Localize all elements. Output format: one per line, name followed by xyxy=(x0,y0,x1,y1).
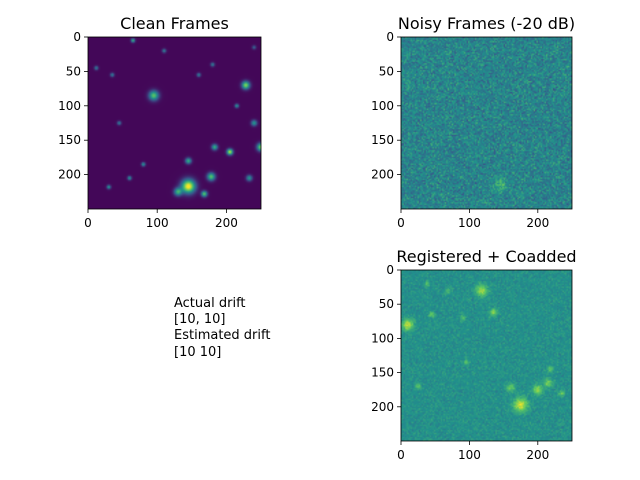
x-tick-label: 200 xyxy=(526,216,549,230)
x-tick-label: 100 xyxy=(458,216,481,230)
x-tick-label: 100 xyxy=(146,216,169,230)
heatmap-image xyxy=(88,37,261,209)
y-tick-label: 100 xyxy=(371,331,394,345)
y-tick-label: 100 xyxy=(371,99,394,113)
panel-2: Noisy Frames (-20 dB) 0 100 200 0 50 100 150 200 xyxy=(371,14,575,230)
y-tick-label: 150 xyxy=(371,133,394,147)
y-tick-label: 0 xyxy=(73,30,81,44)
panel-title: Registered + Coadded xyxy=(396,247,576,266)
note-line-4: [10 10] xyxy=(174,345,221,360)
x-tick-label: 0 xyxy=(397,216,405,230)
x-tick-label: 0 xyxy=(397,448,405,462)
y-tick-label: 200 xyxy=(371,400,394,414)
y-tick-label: 50 xyxy=(66,64,81,78)
x-tick-label: 100 xyxy=(458,448,481,462)
y-tick-label: 150 xyxy=(371,366,394,380)
note-line-1: Actual drift xyxy=(174,296,246,311)
note-line-3: Estimated drift xyxy=(174,328,270,343)
x-tick-label: 200 xyxy=(215,216,238,230)
y-tick-label: 100 xyxy=(58,99,81,113)
y-tick-label: 50 xyxy=(379,297,394,311)
heatmap-image xyxy=(401,37,572,209)
x-tick-label: 0 xyxy=(84,216,92,230)
axes-frame xyxy=(400,269,573,442)
panel-1: Clean Frames 0 100 200 0 50 100 150 200 xyxy=(58,14,262,230)
y-tick-label: 200 xyxy=(371,168,394,182)
panel-title: Clean Frames xyxy=(120,14,229,33)
axes-frame xyxy=(400,36,573,210)
y-tick-label: 150 xyxy=(58,133,81,147)
x-tick-label: 200 xyxy=(526,448,549,462)
y-tick-label: 50 xyxy=(379,64,394,78)
note-line-2: [10, 10] xyxy=(174,312,226,327)
axes-frame xyxy=(87,36,262,210)
y-tick-label: 0 xyxy=(386,263,394,277)
y-tick-label: 0 xyxy=(386,30,394,44)
heatmap-image xyxy=(401,270,572,441)
y-tick-label: 200 xyxy=(58,168,81,182)
panel-title: Noisy Frames (-20 dB) xyxy=(398,14,575,33)
